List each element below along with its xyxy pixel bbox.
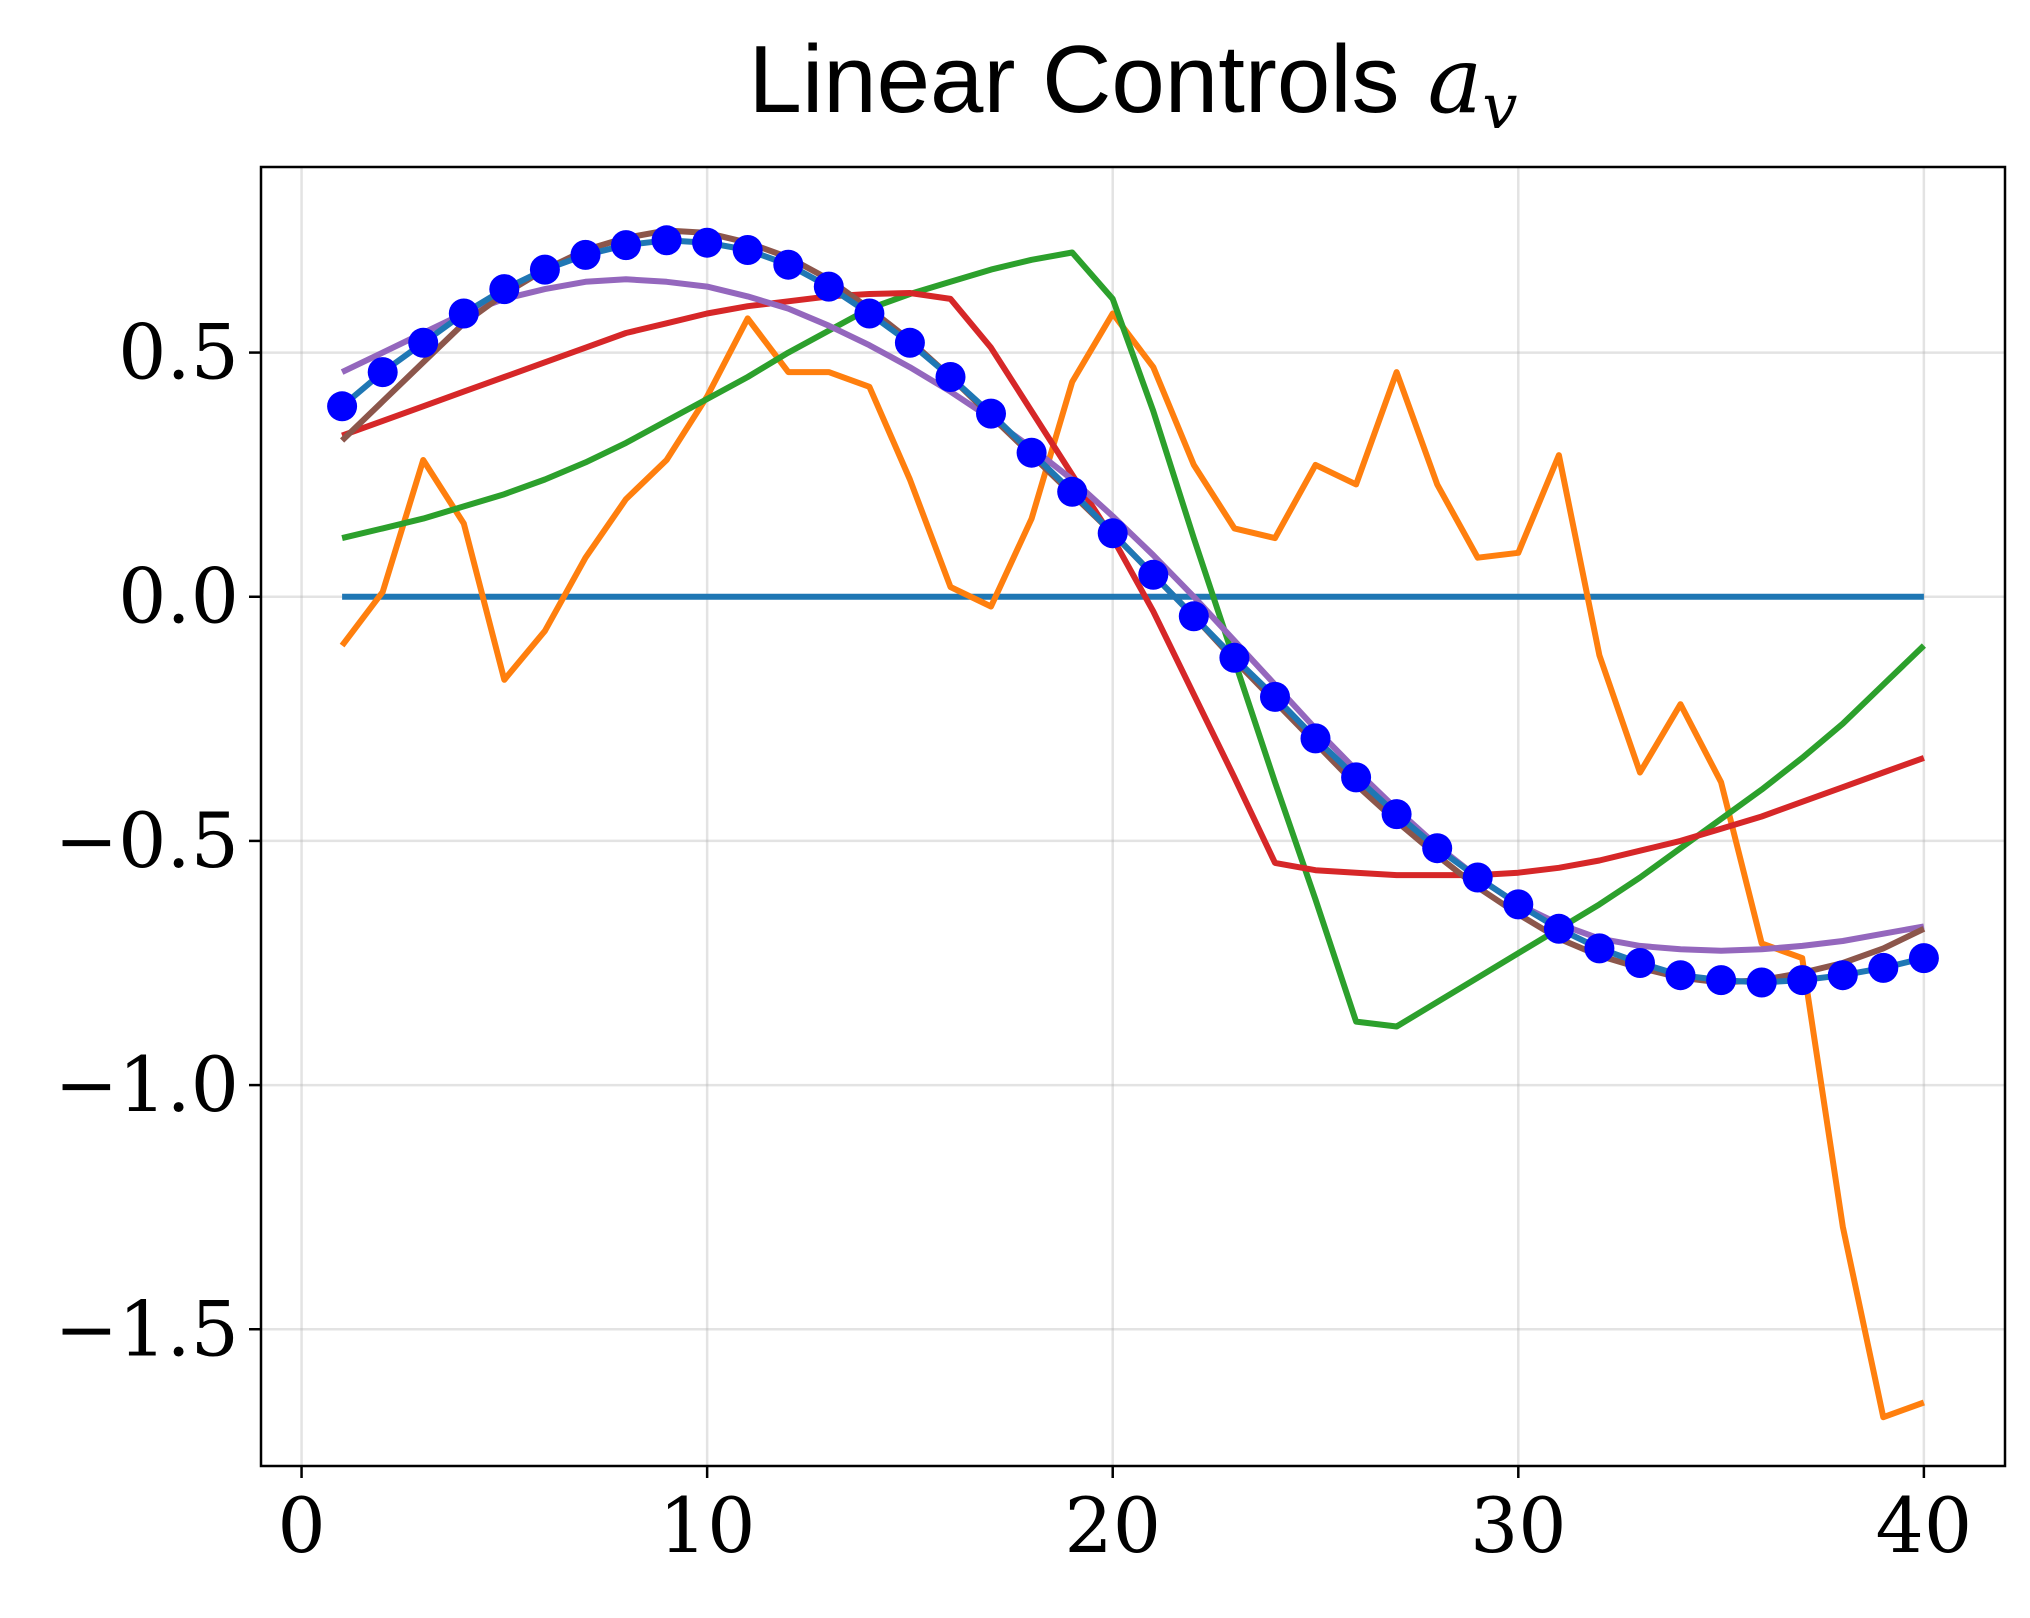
reference-dot-point [1625,948,1655,978]
reference-dot-point [1706,965,1737,996]
reference-dot-point [1138,559,1169,590]
x-tick-label: 20 [1064,1481,1161,1570]
reference-dot-point [1787,965,1818,996]
y-tick-label: 0.5 [118,308,239,397]
reference-dot-point [1300,723,1331,754]
series-orange-line [339,310,1925,1421]
series-red-line [341,290,1925,879]
x-tick-label: 40 [1876,1481,1973,1570]
reference-dot-point [1097,518,1128,549]
reference-dot-point [1543,913,1574,944]
reference-dot-point [894,327,925,358]
reference-dot-point [1503,889,1534,920]
reference-dot-point [1462,862,1493,893]
y-axis-ticks: 0.5 0.0 −0.5 −1.0 −1.5 [54,308,261,1373]
series-green-line [341,249,1926,1030]
reference-dot-point [1584,933,1615,964]
chart-title-subscript: v [1482,70,1517,143]
series-purple-line [340,276,1925,954]
reference-dot-point [692,227,723,258]
reference-dot-point [1908,943,1939,974]
x-axis-ticks: 0 10 20 30 40 [277,1466,1972,1570]
x-tick-label: 0 [277,1481,325,1570]
y-tick-label: −1.0 [54,1040,239,1129]
reference-dot-point [1422,833,1453,864]
series-reference-dots-line [340,237,1925,986]
reference-dot-point [1746,967,1777,998]
reference-dot-point [367,357,398,388]
reference-dot-point [1219,642,1250,673]
reference-dot-point [1260,681,1290,712]
reference-dot-point [1827,960,1858,991]
reference-dot-point [1868,952,1899,983]
reference-dot-point [1381,799,1412,830]
reference-dot-point [570,239,601,270]
reference-dot-point [448,298,479,329]
y-tick-label: −0.5 [54,796,239,885]
reference-dot-point [489,274,520,305]
reference-dot-point [1665,960,1696,991]
reference-dot-point [327,391,358,422]
series-layer [327,225,1939,1421]
reference-dot-point [976,398,1006,429]
plot-frame [259,165,2007,1468]
reference-dot-point [1341,762,1372,793]
chart-title-math: a [1428,27,1483,134]
reference-dot-point [935,362,966,392]
reference-dot-point [611,230,641,261]
reference-dot-point [1057,476,1088,507]
y-tick-label: 0.0 [118,552,239,641]
chart-title-text: Linear Controls [749,26,1400,133]
reference-dot-point [1178,601,1209,632]
y-tick-label: −1.5 [54,1284,239,1373]
reference-dot-point [1016,437,1047,468]
plot-area [327,225,1939,1421]
reference-dot-point [732,235,763,265]
reference-dot-point [529,254,560,285]
reference-dot-point [773,249,804,280]
chart-title: Linear Controls a v [749,26,1518,143]
reference-dot-point [854,298,885,329]
reference-dot-point [813,271,844,302]
x-tick-label: 10 [659,1481,756,1570]
reference-dot-point [651,225,682,256]
reference-dot-point [408,327,439,358]
x-tick-label: 30 [1470,1481,1567,1570]
